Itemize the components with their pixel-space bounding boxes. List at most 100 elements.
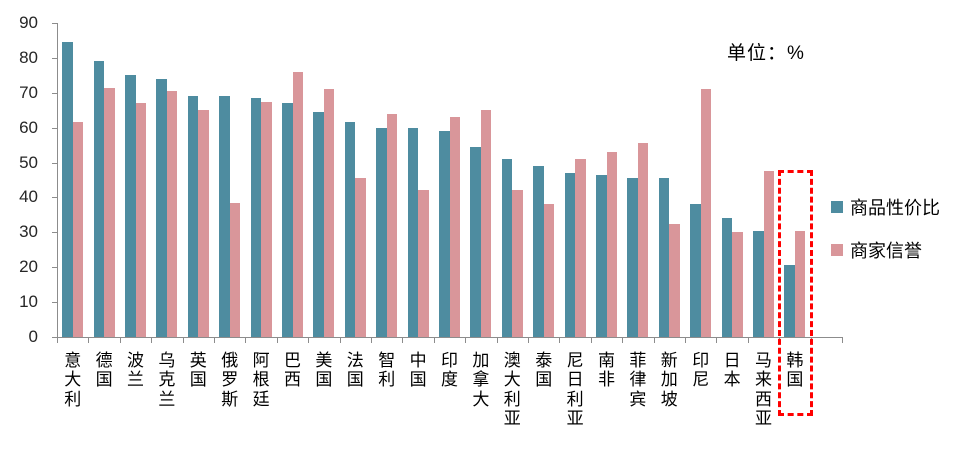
- bar: [62, 42, 73, 337]
- x-tick-mark: [622, 338, 624, 343]
- bar: [700, 89, 712, 337]
- bar: [229, 202, 241, 337]
- bar: [93, 61, 105, 337]
- x-tick-mark: [276, 338, 278, 343]
- bar: [627, 178, 638, 337]
- legend: 商品性价比 商家信誉: [831, 194, 940, 280]
- x-tick-mark: [433, 338, 435, 343]
- legend-swatch-pink-icon: [831, 244, 843, 256]
- x-category-label: 波兰: [127, 351, 144, 390]
- x-category-label: 日本: [723, 351, 741, 390]
- x-category-label: 菲律宾: [629, 351, 647, 409]
- bar: [386, 113, 398, 337]
- bar: [658, 178, 670, 337]
- bar: [669, 223, 680, 337]
- bar: [732, 232, 743, 337]
- x-category-label: 韩国: [786, 351, 804, 390]
- legend-item-product-value: 商品性价比: [831, 194, 940, 220]
- bar: [449, 117, 460, 337]
- x-tick-mark: [308, 338, 310, 343]
- y-tick-mark: [52, 162, 57, 164]
- bar: [104, 87, 115, 337]
- y-tick-mark: [52, 232, 57, 234]
- unit-label: 单位：%: [727, 43, 805, 64]
- bar: [250, 98, 262, 337]
- x-category-label: 新加坡: [660, 351, 678, 409]
- bar: [763, 171, 774, 337]
- x-category-label: 英国: [189, 351, 207, 390]
- bar: [564, 173, 576, 337]
- bar: [323, 89, 335, 337]
- x-category-label: 尼日利亚: [566, 351, 584, 429]
- bar: [219, 96, 230, 337]
- x-category-label: 中国: [409, 351, 427, 390]
- x-category-label: 澳大利亚: [503, 351, 521, 429]
- y-axis-line: [57, 23, 58, 338]
- x-tick-mark: [339, 338, 341, 343]
- y-tick-label: 40: [19, 187, 38, 207]
- bar: [376, 127, 387, 337]
- bar: [344, 122, 356, 337]
- bar: [407, 127, 419, 337]
- y-tick-mark: [52, 127, 57, 129]
- x-tick-mark: [559, 338, 561, 343]
- bar: [721, 218, 733, 337]
- x-axis-labels: 意大利 德国 波兰 乌克兰 英国 俄罗斯 阿根廷 巴西 美国 法国 智利 中国 印度 加拿大 澳大利亚 泰国尼…: [57, 351, 842, 446]
- x-tick-mark: [496, 338, 498, 343]
- x-category-label: 意大利: [64, 351, 82, 409]
- x-category-label: 智利: [378, 351, 396, 390]
- bar: [439, 131, 450, 337]
- y-tick-mark: [52, 337, 57, 338]
- bar: [355, 178, 366, 337]
- x-category-label: 巴西: [284, 351, 301, 390]
- y-tick-label: 80: [19, 47, 38, 67]
- y-tick-label: 20: [19, 257, 38, 277]
- bar: [125, 75, 136, 337]
- x-tick-mark: [465, 338, 467, 343]
- legend-label-product-value: 商品性价比: [850, 198, 940, 218]
- x-category-label: 俄罗斯: [221, 351, 239, 409]
- x-category-label: 加拿大: [472, 351, 490, 409]
- y-tick-label: 60: [19, 117, 38, 137]
- x-tick-mark: [590, 338, 592, 343]
- x-category-label: 德国: [95, 351, 113, 390]
- x-tick-mark: [182, 338, 184, 343]
- x-tick-mark: [119, 338, 121, 343]
- bar: [418, 190, 429, 337]
- y-axis-labels: 0 10 20 30 40 50 60 70 80 90: [0, 14, 48, 346]
- bar: [292, 71, 303, 337]
- legend-swatch-teal-icon: [831, 201, 843, 213]
- x-tick-mark: [685, 338, 686, 343]
- bar: [480, 110, 492, 337]
- bar: [470, 146, 481, 337]
- x-tick-mark: [245, 338, 247, 343]
- x-category-label: 南非: [598, 351, 615, 390]
- y-tick-label: 90: [19, 13, 38, 32]
- legend-item-merchant-reputation: 商家信誉: [831, 237, 940, 263]
- bar: [166, 91, 178, 337]
- x-category-label: 美国: [315, 351, 333, 390]
- x-axis-line: [57, 337, 843, 338]
- y-tick-label: 50: [19, 152, 38, 172]
- y-tick-mark: [52, 302, 57, 304]
- bar: [72, 122, 84, 337]
- bar: [637, 143, 649, 337]
- bar: [606, 152, 617, 337]
- y-tick-mark: [52, 197, 57, 199]
- x-category-label: 法国: [346, 351, 364, 390]
- y-tick-mark: [52, 267, 57, 269]
- bar: [156, 78, 167, 337]
- x-category-label: 乌克兰: [158, 351, 176, 409]
- x-tick-mark: [842, 338, 843, 343]
- x-tick-mark: [528, 338, 529, 343]
- bar: [753, 230, 764, 337]
- bar: [543, 204, 555, 337]
- bar: [794, 230, 806, 337]
- x-tick-mark: [88, 338, 90, 343]
- x-tick-mark: [402, 338, 404, 343]
- bar: [533, 166, 544, 337]
- x-tick-mark: [653, 338, 655, 343]
- x-tick-mark: [57, 338, 58, 343]
- bar: [784, 265, 795, 337]
